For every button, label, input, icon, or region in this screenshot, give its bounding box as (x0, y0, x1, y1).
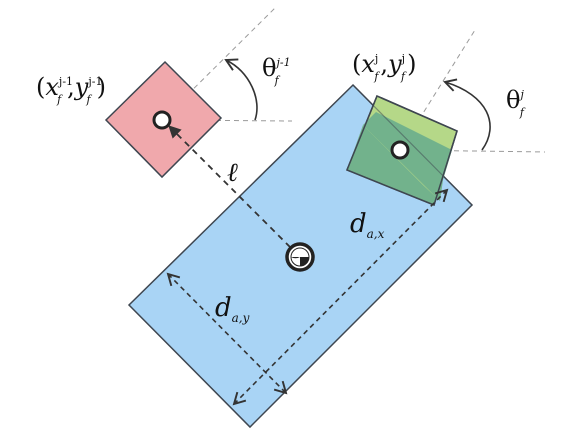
body-edge-through-frame (352, 84, 473, 206)
prev-pose-label: (xj-1 f ,yj-1 f) (36, 73, 106, 106)
curr-frame-orientation-guide (399, 29, 476, 151)
curr-theta-label: θj f (506, 86, 526, 119)
d-ay-dimension-arrow (166, 272, 288, 395)
prev-theta-label: θj-1 f (262, 54, 291, 87)
curr-frame-overlap-region-2 (363, 112, 452, 201)
curr-theta-rotation-arc (443, 78, 491, 151)
prev-frame-center-marker (152, 110, 172, 130)
d-ay-label: da,y (215, 293, 250, 325)
curr-frame-overlap-region (347, 125, 437, 205)
curr-frame-center-marker (390, 140, 410, 160)
body-center-marker (285, 242, 315, 272)
ell-label: ℓ (227, 158, 238, 188)
d-ax-label: da,x (350, 209, 385, 241)
curr-frame-horizontal-guide (399, 149, 546, 153)
prev-theta-rotation-arc (224, 58, 258, 121)
curr-pose-label: (xj f,yj f) (352, 50, 417, 83)
